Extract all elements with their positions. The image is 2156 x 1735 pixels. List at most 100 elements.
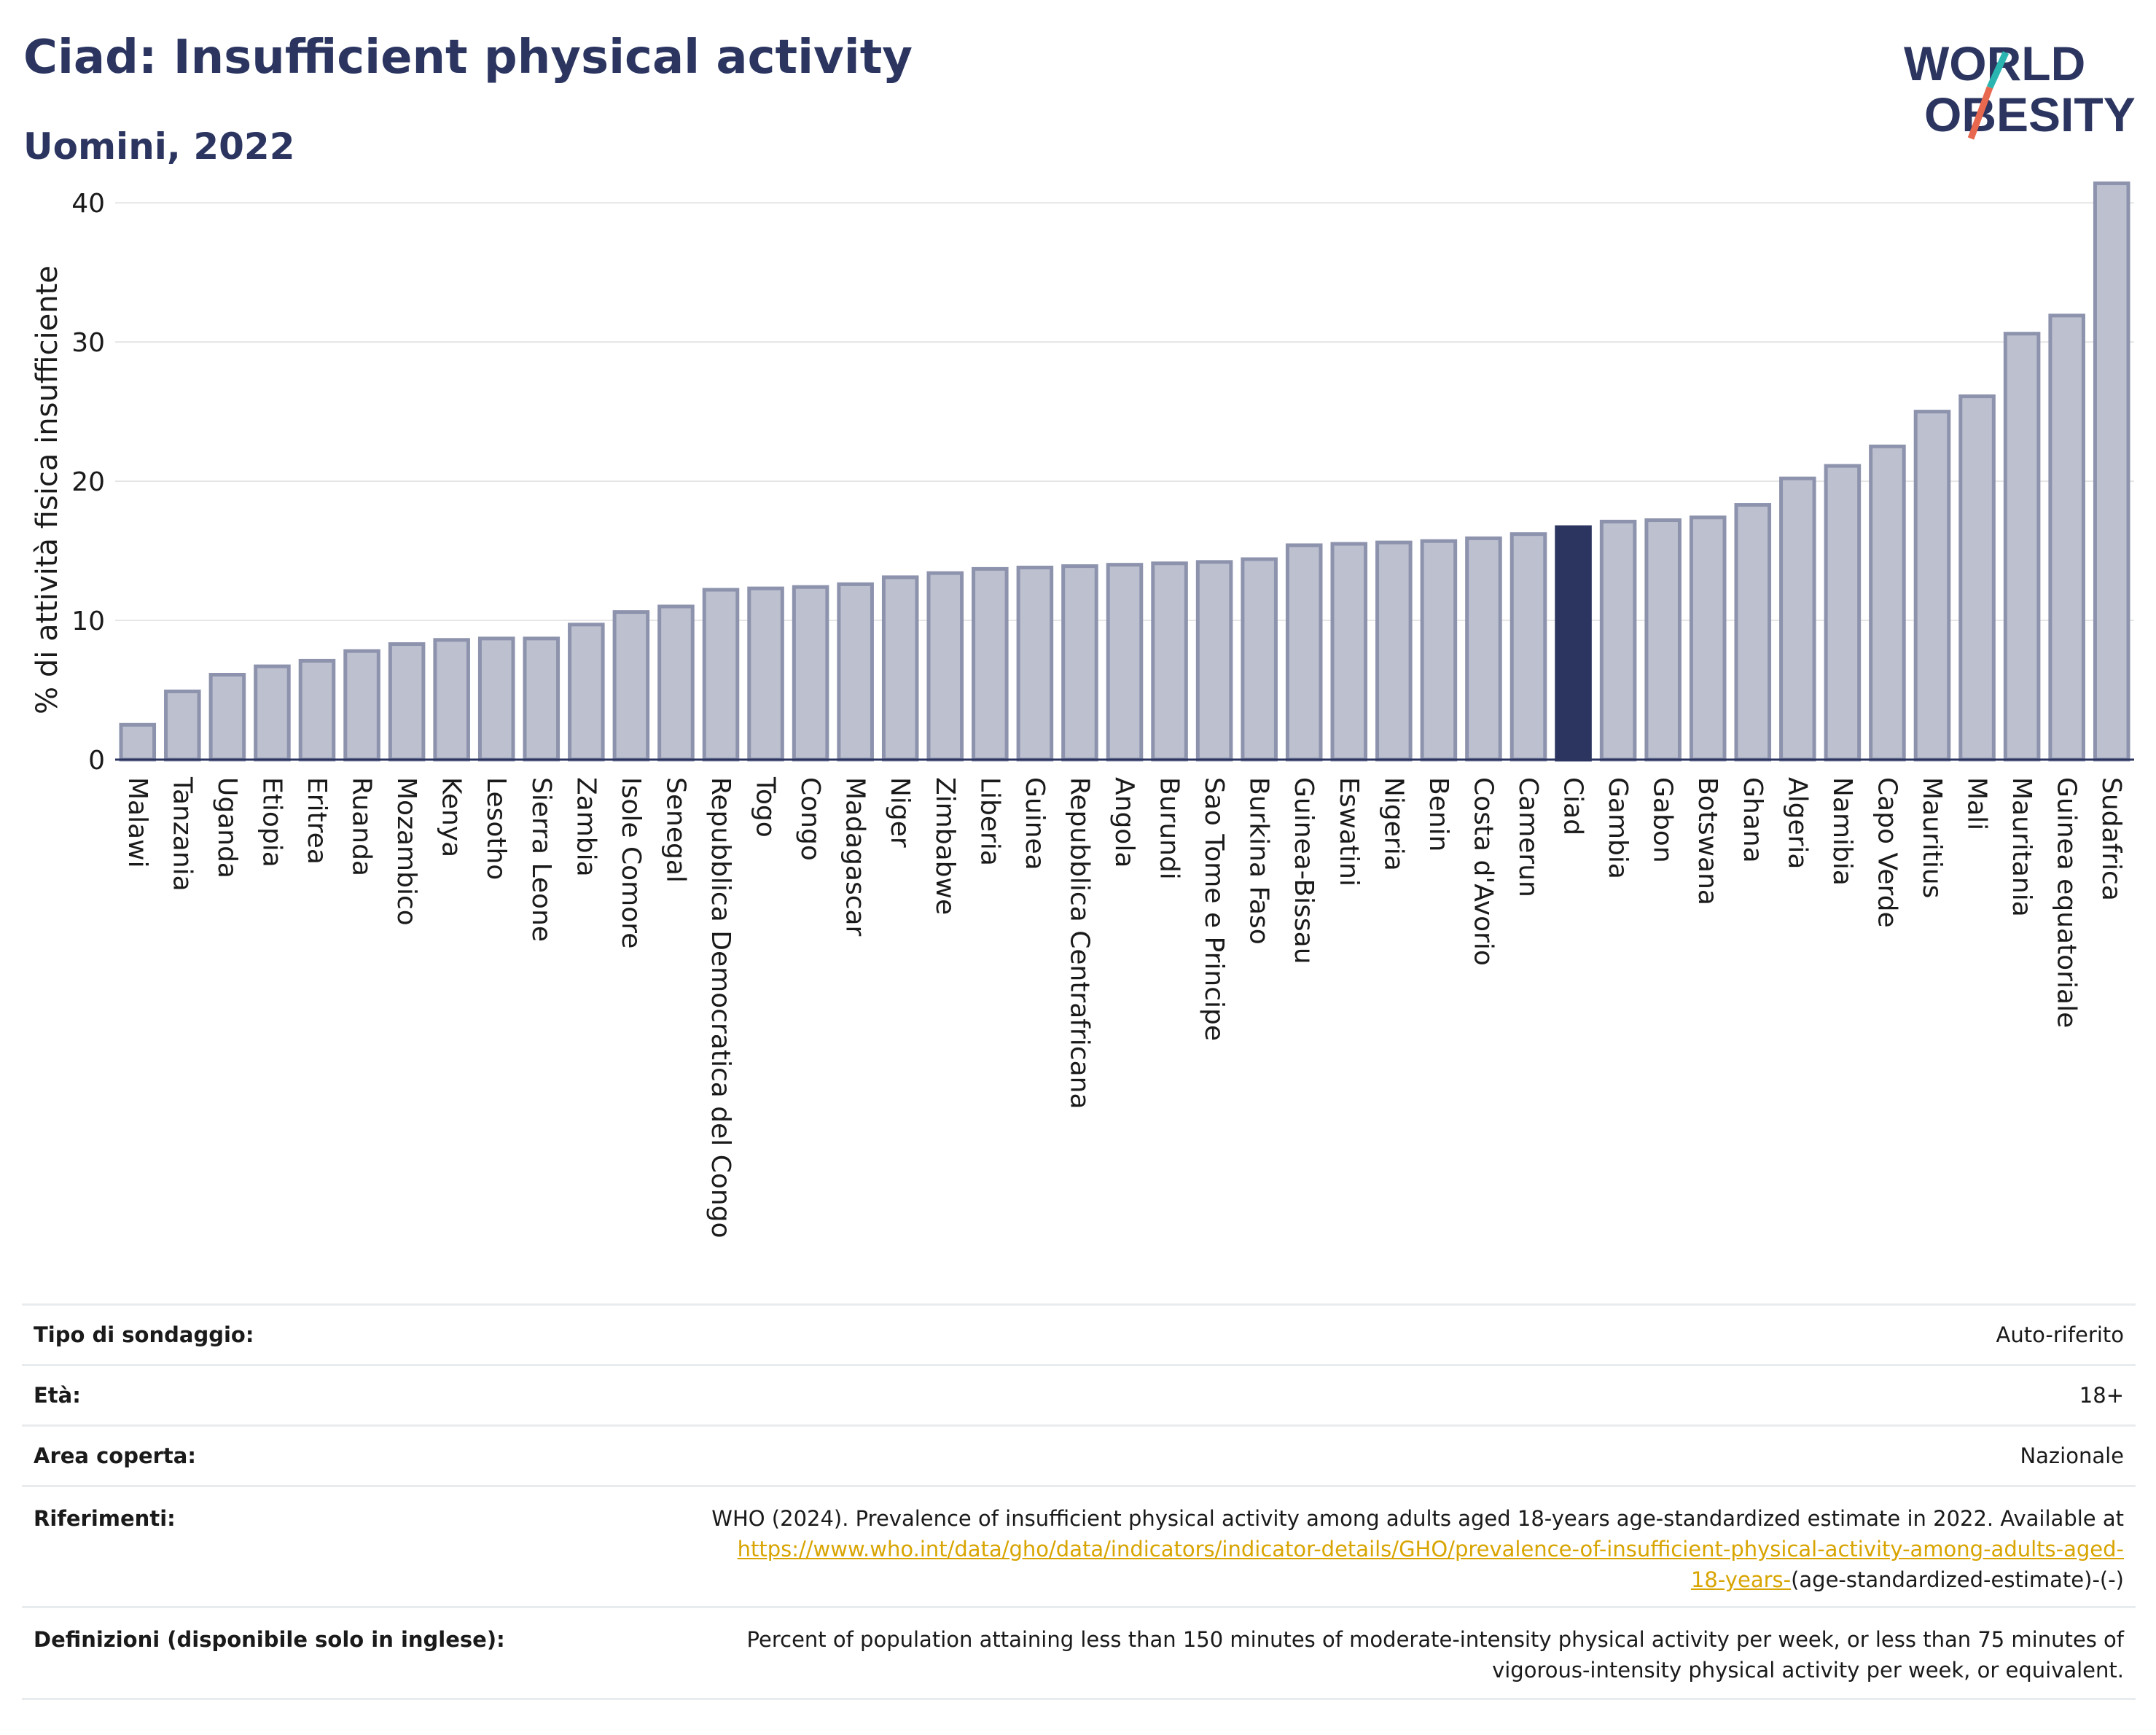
x-tick-label: Benin <box>1423 777 1453 851</box>
x-tick-label: Guinea <box>1020 777 1050 870</box>
bar-burkina-faso <box>1241 557 1278 762</box>
x-tick-label: Nigeria <box>1378 777 1408 871</box>
x-tick-label: Costa d'Avorio <box>1468 777 1498 966</box>
bar-zimbabwe <box>926 571 964 762</box>
y-tick-label: 30 <box>71 328 105 358</box>
x-tick-label: Guinea equatoriale <box>2052 777 2082 1028</box>
x-tick-label: Camerun <box>1513 777 1543 897</box>
x-tick-label: Ghana <box>1738 777 1768 863</box>
x-tick-label: Mauritania <box>2007 777 2036 917</box>
bar-algeria <box>1779 476 1816 762</box>
x-tick-label: Sudafrica <box>2096 777 2126 901</box>
info-row-area: Area coperta: Nazionale <box>22 1424 2136 1485</box>
x-tick-label: Burkina Faso <box>1244 777 1274 945</box>
references-link-cont[interactable]: 18-years- <box>1690 1567 1792 1592</box>
bar-ghana <box>1734 503 1772 762</box>
info-row-survey: Tipo di sondaggio: Auto-riferito <box>22 1303 2136 1364</box>
x-tick-label: Botswana <box>1692 777 1722 905</box>
x-tick-label: Tanzania <box>167 776 197 892</box>
bar-kenya <box>433 638 470 762</box>
survey-value: Auto-riferito <box>1996 1322 2124 1347</box>
logo-accent-teal <box>1986 51 2009 89</box>
survey-label: Tipo di sondaggio: <box>34 1322 254 1347</box>
y-tick-label: 10 <box>71 607 105 636</box>
info-table: Tipo di sondaggio: Auto-riferito Età: 18… <box>22 1303 2136 1700</box>
x-tick-label: Lesotho <box>481 777 511 880</box>
info-bottom-rule <box>22 1698 2136 1700</box>
bar-lesotho <box>477 636 515 762</box>
definitions-value: Percent of population attaining less tha… <box>747 1624 2136 1685</box>
x-tick-label: Eswatini <box>1334 777 1364 886</box>
chart-subtitle: Uomini, 2022 <box>23 125 295 168</box>
bar-botswana <box>1689 515 1727 762</box>
age-label: Età: <box>34 1383 81 1408</box>
bar-sao-tome-e-principe <box>1195 560 1233 762</box>
definitions-line1: Percent of population attaining less tha… <box>746 1627 2124 1652</box>
bar-etiopia <box>254 664 291 762</box>
x-tick-label: Zimbabwe <box>930 777 960 915</box>
references-link[interactable]: https://www.who.int/data/gho/data/indica… <box>737 1537 2124 1562</box>
y-tick-label: 0 <box>88 746 105 776</box>
logo-line2: OBESITY <box>1924 87 2136 141</box>
definitions-label: Definizioni (disponibile solo in inglese… <box>34 1627 505 1652</box>
x-tick-label: Gabon <box>1648 777 1678 863</box>
bar-gabon <box>1644 518 1682 762</box>
area-value: Nazionale <box>2020 1443 2124 1468</box>
references-label: Riferimenti: <box>34 1506 176 1531</box>
age-value: 18+ <box>2079 1383 2124 1408</box>
bar-guinea-equatoriale <box>2048 313 2085 762</box>
bar-zambia <box>568 623 605 762</box>
bar-mauritius <box>1913 410 1951 762</box>
bar-repubblica-democratica-del-congo <box>702 588 740 762</box>
bar-guinea-bissau <box>1285 543 1323 762</box>
bar-ciad <box>1555 525 1592 762</box>
y-tick-label: 40 <box>71 189 105 219</box>
definitions-line2: vigorous-intensity physical activity per… <box>1492 1658 2124 1683</box>
references-tail: (age-standardized-estimate)-(-) <box>1791 1567 2124 1592</box>
bar-mauritania <box>2003 332 2041 762</box>
bar-tanzania <box>164 689 201 762</box>
x-tick-label: Ruanda <box>347 777 377 876</box>
references-value: WHO (2024). Prevalence of insufficient p… <box>711 1503 2136 1595</box>
x-tick-label: Repubblica Centrafricana <box>1064 777 1094 1110</box>
bar-burundi <box>1151 561 1188 762</box>
x-tick-label: Togo <box>751 776 781 838</box>
bar-ruanda <box>343 649 380 762</box>
x-tick-label: Eritrea <box>302 777 332 865</box>
x-tick-labels: Malawi Tanzania Uganda Etiopia Eritrea Ruanda… <box>122 776 2126 1239</box>
info-row-references: Riferimenti: WHO (2024). Prevalence of i… <box>22 1485 2136 1606</box>
x-tick-label: Mali <box>1962 777 1992 830</box>
area-label: Area coperta: <box>34 1443 196 1468</box>
bar-eritrea <box>298 658 336 762</box>
x-tick-label: Zambia <box>571 777 601 877</box>
x-tick-label: Algeria <box>1782 777 1812 870</box>
info-row-age: Età: 18+ <box>22 1364 2136 1424</box>
x-tick-label: Guinea-Bissau <box>1289 777 1319 964</box>
bar-nigeria <box>1375 540 1413 762</box>
x-tick-label: Mozambico <box>391 777 421 926</box>
x-tick-label: Malawi <box>122 777 152 868</box>
bars <box>119 181 2130 762</box>
bar-chart: 0 10 20 30 40 Malawi Tanzania Uganda Etiopia Eri… <box>31 181 2134 1239</box>
x-tick-label: Capo Verde <box>1872 777 1902 928</box>
x-tick-label: Mauritius <box>1917 777 1947 898</box>
y-tick-label: 20 <box>71 467 105 497</box>
y-axis-label: % di attività fisica insufficiente <box>31 265 64 714</box>
x-tick-label: Isole Comore <box>616 777 646 948</box>
bar-isole-comore <box>612 610 650 762</box>
x-tick-label: Uganda <box>212 777 242 878</box>
bar-uganda <box>208 673 246 762</box>
world-obesity-logo: WORLD OBESITY <box>1904 36 2136 141</box>
bar-guinea <box>1016 565 1054 762</box>
x-tick-label: Senegal <box>660 777 690 883</box>
bar-repubblica-centrafricana <box>1061 564 1098 762</box>
x-tick-label: Etiopia <box>257 777 286 868</box>
x-tick-label: Sierra Leone <box>526 777 556 942</box>
info-row-definitions: Definizioni (disponibile solo in inglese… <box>22 1606 2136 1698</box>
references-text: WHO (2024). Prevalence of insufficient p… <box>711 1506 2124 1531</box>
bar-capo-verde <box>1869 444 1906 762</box>
x-tick-label: Namibia <box>1827 777 1857 886</box>
bar-malawi <box>119 722 157 762</box>
x-tick-label: Gambia <box>1603 777 1633 879</box>
bar-mali <box>1958 394 1996 762</box>
